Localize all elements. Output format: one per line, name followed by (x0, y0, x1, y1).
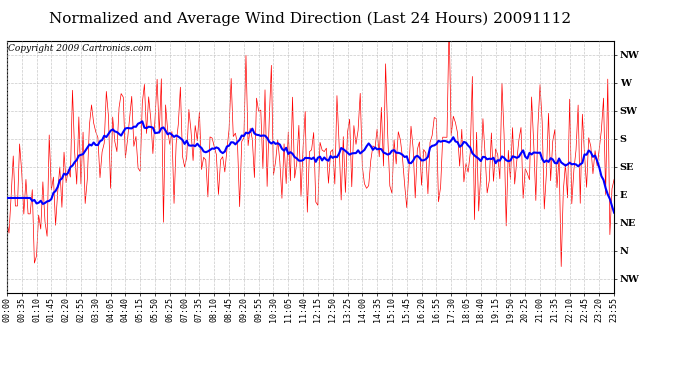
Text: Normalized and Average Wind Direction (Last 24 Hours) 20091112: Normalized and Average Wind Direction (L… (50, 11, 571, 26)
Text: Copyright 2009 Cartronics.com: Copyright 2009 Cartronics.com (8, 44, 152, 53)
